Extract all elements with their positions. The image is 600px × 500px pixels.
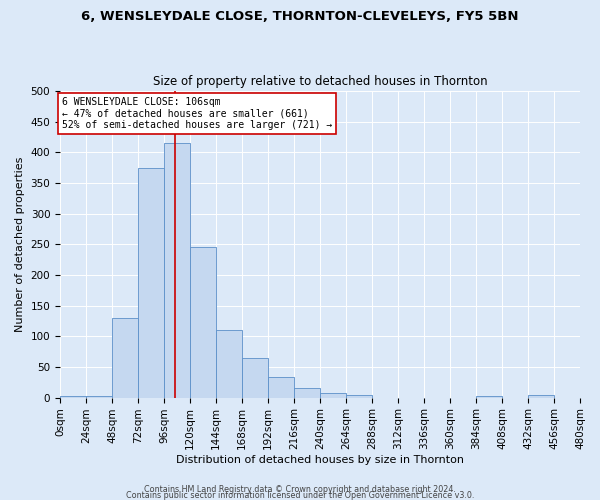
Y-axis label: Number of detached properties: Number of detached properties	[15, 156, 25, 332]
Bar	[216, 330, 242, 398]
Bar	[528, 394, 554, 398]
Title: Size of property relative to detached houses in Thornton: Size of property relative to detached ho…	[153, 76, 487, 88]
Text: Contains public sector information licensed under the Open Government Licence v3: Contains public sector information licen…	[126, 490, 474, 500]
Bar	[112, 318, 138, 398]
Bar	[190, 248, 216, 398]
Bar	[138, 168, 164, 398]
Bar	[320, 392, 346, 398]
Bar	[60, 396, 86, 398]
Bar	[164, 143, 190, 398]
Text: 6 WENSLEYDALE CLOSE: 106sqm
← 47% of detached houses are smaller (661)
52% of se: 6 WENSLEYDALE CLOSE: 106sqm ← 47% of det…	[62, 97, 332, 130]
Bar	[294, 388, 320, 398]
Text: 6, WENSLEYDALE CLOSE, THORNTON-CLEVELEYS, FY5 5BN: 6, WENSLEYDALE CLOSE, THORNTON-CLEVELEYS…	[81, 10, 519, 23]
Bar	[476, 396, 502, 398]
Bar	[346, 394, 372, 398]
X-axis label: Distribution of detached houses by size in Thornton: Distribution of detached houses by size …	[176, 455, 464, 465]
Bar	[86, 396, 112, 398]
Bar	[268, 378, 294, 398]
Bar	[242, 358, 268, 398]
Text: Contains HM Land Registry data © Crown copyright and database right 2024.: Contains HM Land Registry data © Crown c…	[144, 484, 456, 494]
